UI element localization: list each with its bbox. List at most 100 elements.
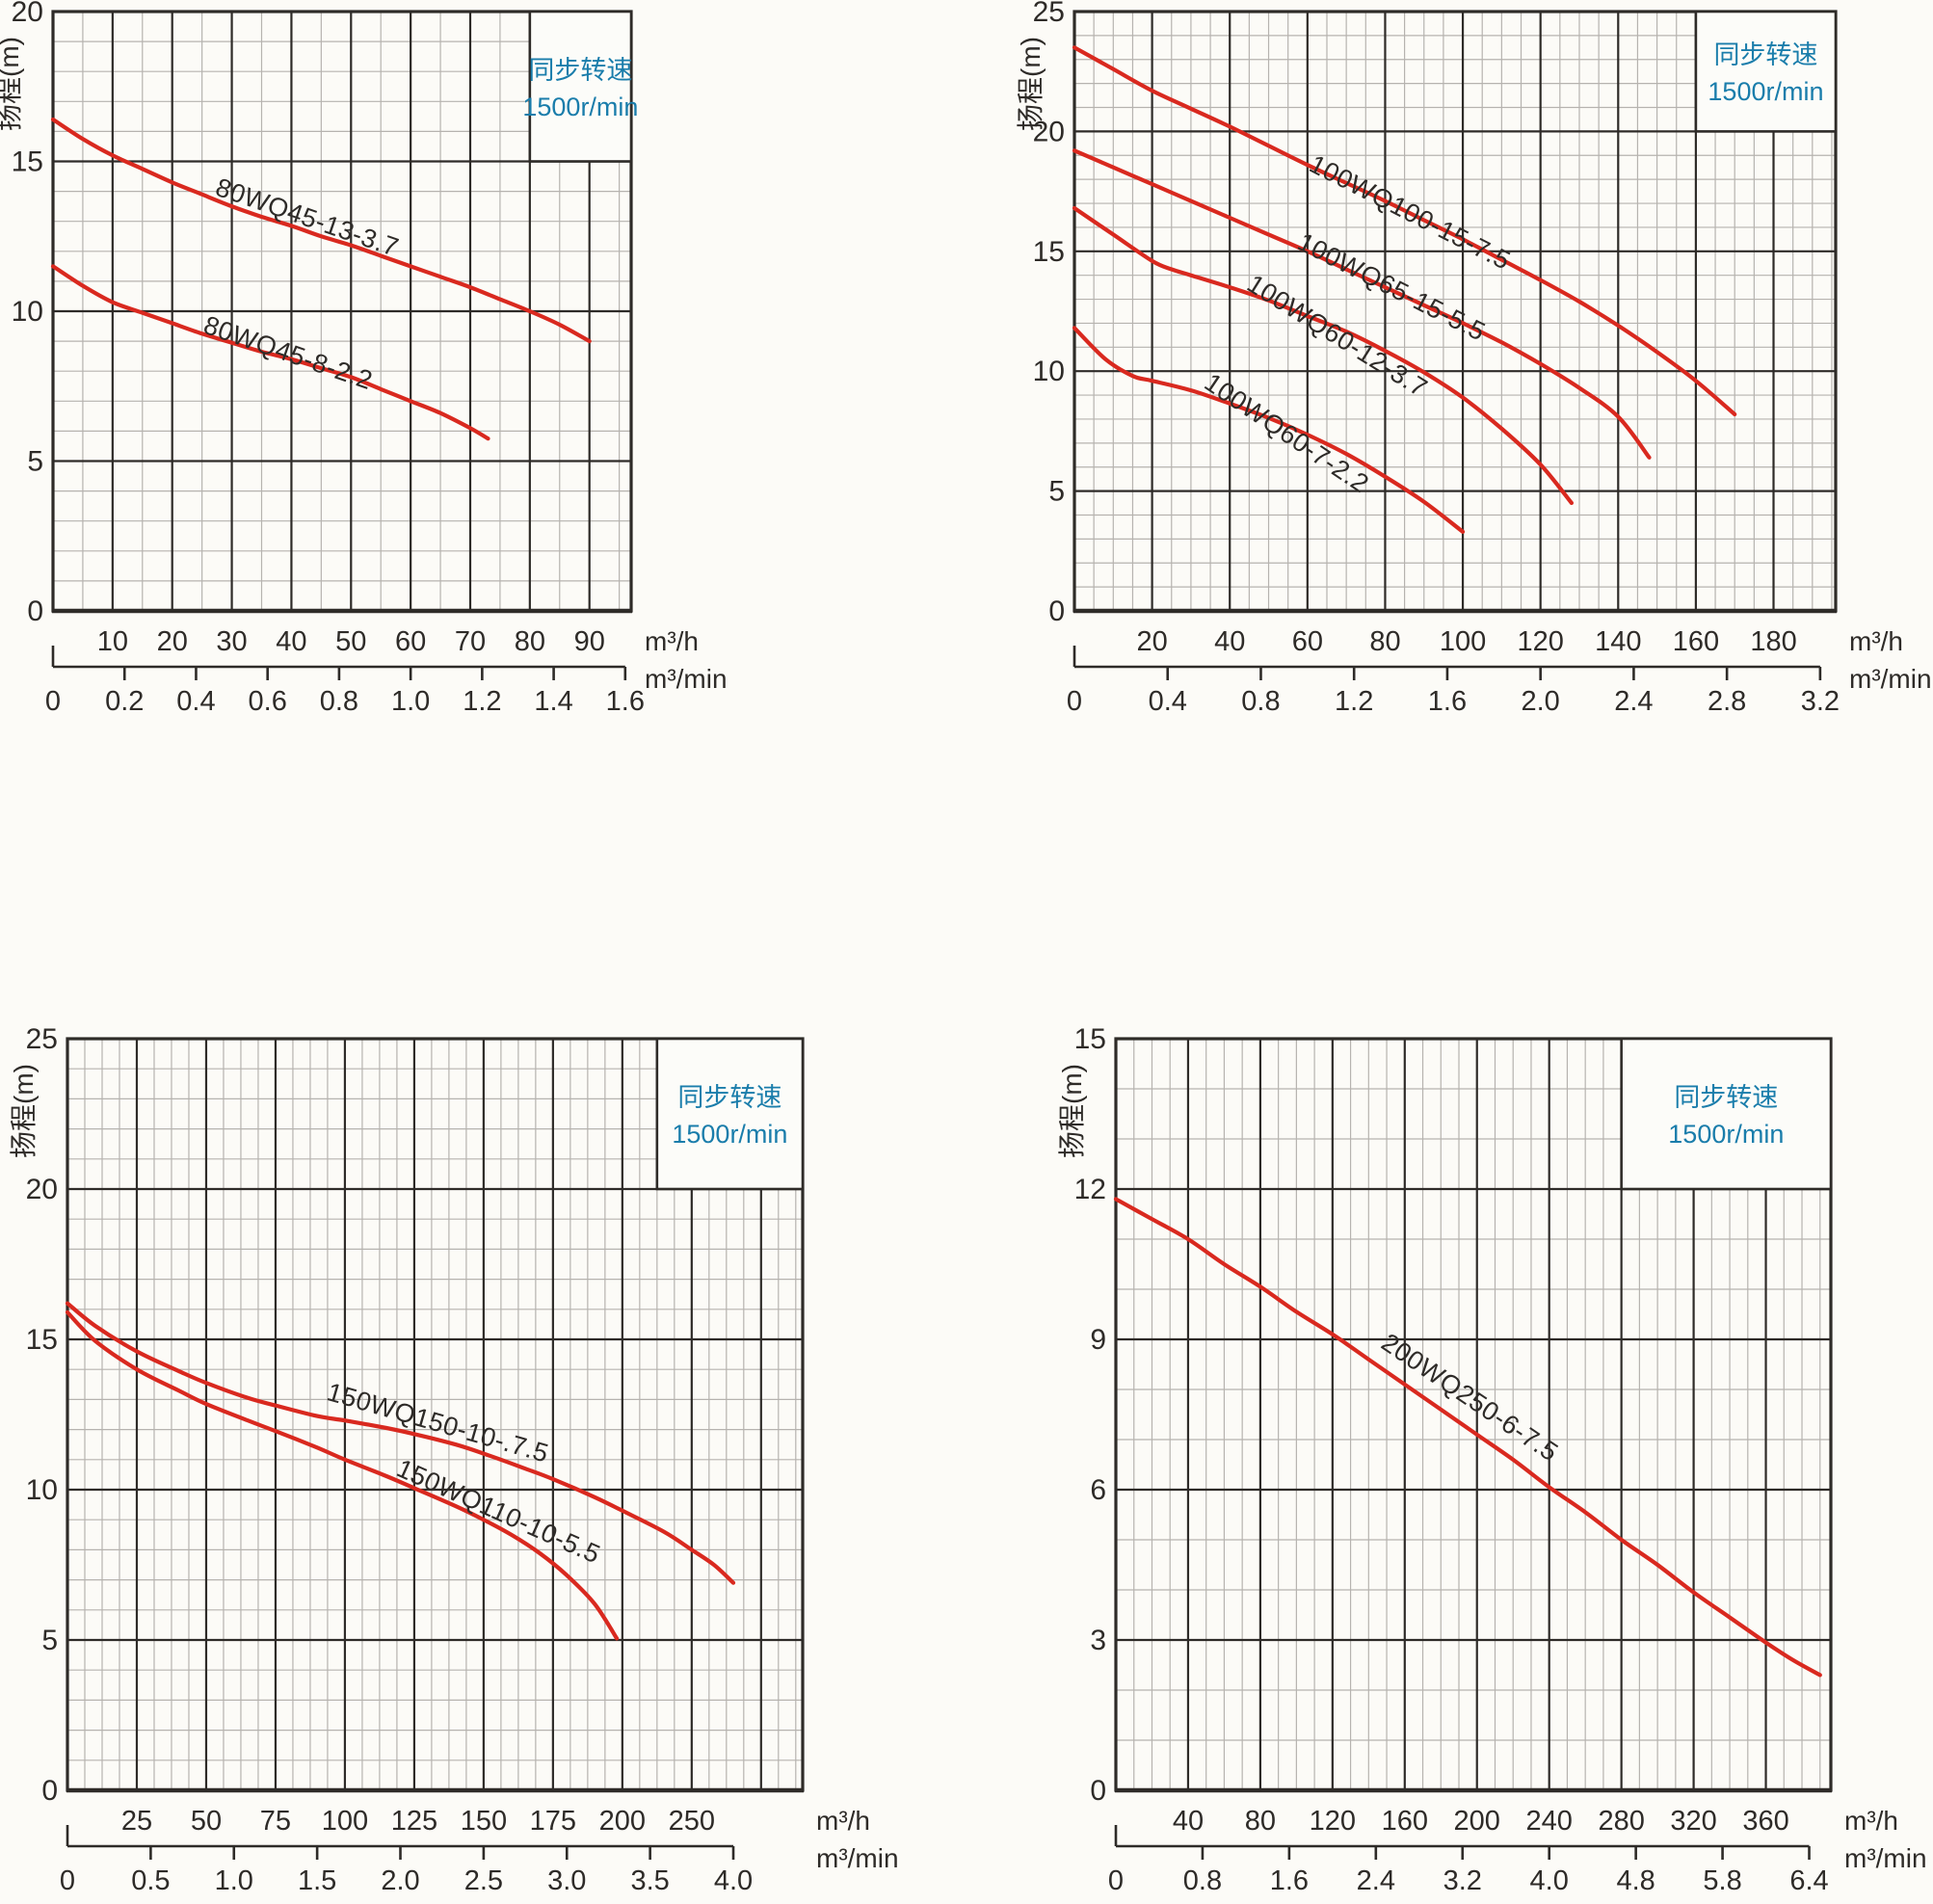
y-tick-label: 0: [27, 595, 43, 627]
speed-note-line2: 1500r/min: [522, 93, 638, 121]
curve-label-80WQ45-8-2.2: 80WQ45-8-2.2: [200, 310, 377, 395]
ruler-tick-label: 2.8: [1708, 686, 1746, 717]
y-tick-label: 12: [1074, 1174, 1106, 1205]
x-tick-label: 60: [1292, 626, 1323, 657]
ruler-tick-label: 1.2: [463, 686, 501, 717]
ruler-tick-label: 1.6: [1270, 1865, 1309, 1896]
ruler-tick-label: 1.0: [215, 1865, 253, 1896]
x-tick-label: 175: [530, 1806, 576, 1837]
y-tick-label: 25: [26, 1023, 58, 1055]
y-tick-label: 10: [1033, 356, 1065, 387]
x-tick-label: 80: [1245, 1806, 1276, 1837]
ruler-tick-label: 0.4: [176, 686, 215, 717]
ruler-tick-label: 0: [60, 1865, 75, 1896]
speed-note-line1: 同步转速: [1674, 1083, 1778, 1112]
x-tick-label: 80: [1369, 626, 1400, 657]
ruler-tick-label: 1.6: [1428, 686, 1467, 717]
ruler-tick-label: 2.5: [464, 1865, 503, 1896]
curve-100WQ100-15-7.5: [1072, 45, 1737, 417]
ruler-tick-label: 4.0: [714, 1865, 753, 1896]
ruler-tick-label: 1.0: [391, 686, 430, 717]
ruler-tick-label: 1.5: [298, 1865, 336, 1896]
x-tick-label: 250: [669, 1806, 715, 1837]
y-axis-labels: 0 5 10 15 20 25: [1033, 0, 1065, 627]
speed-note: 同步转速 1500r/min: [655, 1037, 805, 1191]
ruler-tick-label: 3.2: [1443, 1865, 1482, 1896]
ruler-tick-label: 0: [1108, 1865, 1124, 1896]
x-tick-label: 40: [1214, 626, 1245, 657]
x-tick-label: 120: [1310, 1806, 1356, 1837]
ruler-tick-label: 2.0: [381, 1865, 419, 1896]
x-tick-label: 50: [335, 626, 366, 657]
speed-note-line2: 1500r/min: [1708, 77, 1823, 106]
ruler-tick-label: 4.8: [1616, 1865, 1655, 1896]
grid-minor: [1116, 1039, 1831, 1790]
speed-note-line1: 同步转速: [1713, 40, 1817, 69]
curve-150WQ110-10-5.5: [65, 1309, 620, 1641]
speed-note: 同步转速 1500r/min: [1620, 1037, 1833, 1191]
x-axis-labels: 10 20 30 40 50 60 70 80 90: [97, 626, 605, 657]
x-tick-label: 150: [461, 1806, 507, 1837]
curve-label-150WQ110-10-5.5: 150WQ110-10-5.5: [392, 1453, 604, 1569]
y-tick-label: 20: [26, 1174, 58, 1205]
y-tick-label: 15: [1074, 1023, 1106, 1055]
x-tick-label: 90: [574, 626, 605, 657]
x-tick-label: 280: [1598, 1806, 1644, 1837]
y-tick-label: 0: [1090, 1775, 1106, 1807]
ruler-tick-label: 0: [1067, 686, 1082, 717]
ruler-tick-label: 5.8: [1703, 1865, 1741, 1896]
y-tick-label: 9: [1090, 1324, 1106, 1356]
ruler-tick-label: 0.5: [131, 1865, 170, 1896]
flow-ruler-m3min: 0 0.5 1.0 1.5 2.0 2.5 3.0 3.5 4.0: [60, 1825, 753, 1896]
x-tick-label: 75: [260, 1806, 291, 1837]
y-tick-label: 5: [27, 446, 43, 478]
ruler-tick-label: 0.8: [320, 686, 358, 717]
speed-note-box: [528, 10, 633, 163]
x-axis-labels: 40 80 120 160 200 240 280 320 360: [1173, 1806, 1789, 1837]
speed-note: 同步转速 1500r/min: [522, 10, 638, 163]
speed-note: 同步转速 1500r/min: [1694, 10, 1838, 133]
y-axis-labels: 0 5 10 15 20 25: [26, 1023, 58, 1807]
ruler-tick-label: 1.6: [606, 686, 645, 717]
ruler-tick-label: 1.4: [534, 686, 572, 717]
x-tick-label: 30: [216, 626, 247, 657]
ruler-tick-label: 4.0: [1530, 1865, 1569, 1896]
x-unit-m3min: m³/min: [645, 664, 728, 694]
x-tick-label: 20: [1136, 626, 1167, 657]
x-unit-m3min: m³/min: [1849, 664, 1932, 694]
speed-note-line1: 同步转速: [677, 1083, 781, 1112]
ruler-tick-label: 0.4: [1149, 686, 1187, 717]
curve-label-100WQ60-7-2.2: 100WQ60-7-2.2: [1200, 368, 1374, 499]
y-tick-label: 5: [1048, 476, 1065, 508]
speed-note-line1: 同步转速: [528, 56, 632, 85]
y-tick-label: 20: [1033, 116, 1065, 147]
x-unit-m3h: m³/h: [816, 1806, 870, 1836]
ruler-tick-label: 2.4: [1614, 686, 1653, 717]
y-axis-title: 扬程(m): [0, 37, 24, 131]
x-axis-labels: 25 50 75 100 125 150 175 200 250: [121, 1806, 715, 1837]
x-tick-label: 25: [121, 1806, 152, 1837]
y-tick-label: 10: [26, 1474, 58, 1506]
ruler-tick-label: 3.0: [547, 1865, 586, 1896]
y-axis-title: 扬程(m): [1057, 1064, 1087, 1158]
curve-100WQ65-15-5.5: [1072, 148, 1652, 460]
speed-note-line2: 1500r/min: [672, 1120, 787, 1149]
y-tick-label: 3: [1090, 1625, 1106, 1656]
y-tick-label: 10: [12, 296, 43, 328]
speed-note-box: [1694, 10, 1838, 133]
x-tick-label: 120: [1517, 626, 1563, 657]
x-tick-label: 40: [1173, 1806, 1204, 1837]
speed-note-line2: 1500r/min: [1668, 1120, 1784, 1149]
curve-150WQ150-10-.7.5: [65, 1301, 736, 1585]
y-tick-label: 15: [1033, 236, 1065, 268]
y-tick-label: 5: [41, 1625, 58, 1656]
curve-80WQ45-13-3.7: [50, 117, 592, 344]
ruler-tick-label: 0.8: [1241, 686, 1280, 717]
ruler-tick-label: 2.4: [1357, 1865, 1395, 1896]
x-tick-label: 10: [97, 626, 128, 657]
x-tick-label: 140: [1595, 626, 1641, 657]
y-tick-label: 0: [41, 1775, 58, 1807]
curve-80WQ45-8-2.2: [50, 264, 490, 441]
ruler-tick-label: 0.8: [1183, 1865, 1222, 1896]
